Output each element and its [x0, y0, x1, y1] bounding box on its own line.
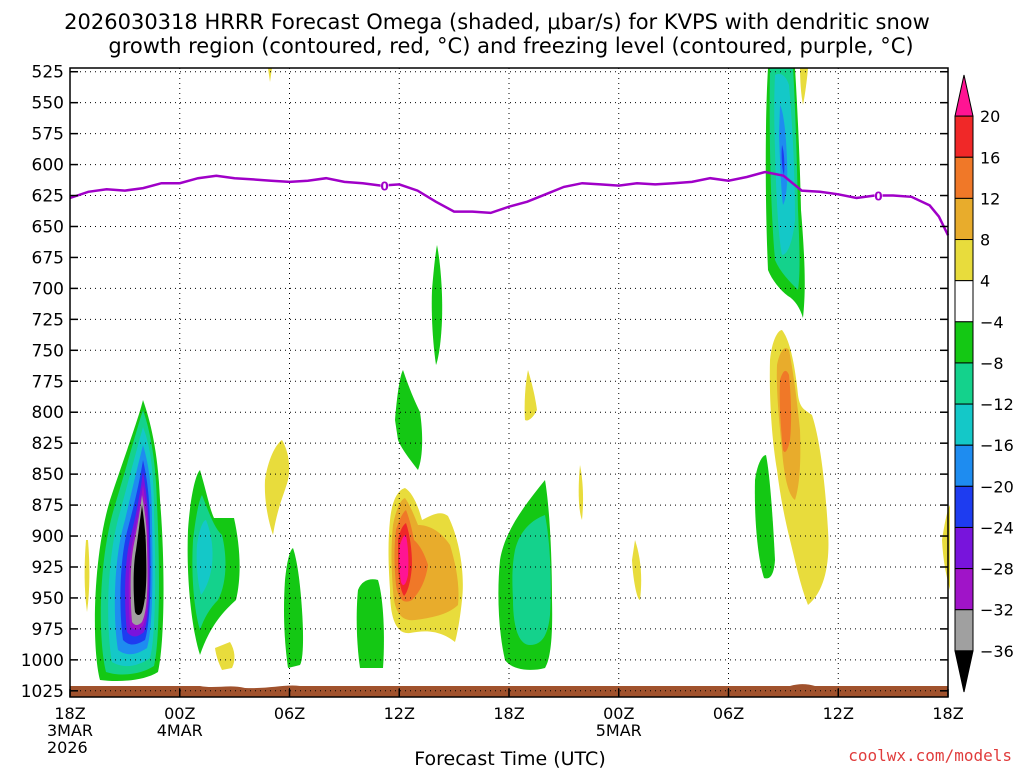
omega-shading: [84, 68, 950, 682]
colorbar-label: 16: [980, 148, 1000, 167]
y-tick-label: 700: [32, 279, 64, 299]
colorbar-label: −36: [980, 642, 1014, 661]
colorbar-label: −28: [980, 560, 1014, 579]
y-tick-label: 825: [32, 434, 64, 454]
freezing-level-label: 0: [380, 179, 388, 193]
freezing-level: 00: [69, 170, 950, 236]
y-tick-label: 625: [32, 187, 64, 207]
y-tick-label: 875: [32, 496, 64, 516]
y-tick-label: 725: [32, 310, 64, 330]
colorbar-label: −8: [980, 354, 1004, 373]
colorbar-label: −24: [980, 518, 1014, 537]
watermark: coolwx.com/models: [848, 746, 1012, 765]
x-axis-label: Forecast Time (UTC): [414, 748, 605, 768]
colorbar-swatch: [954, 156, 974, 199]
colorbar-label: −12: [980, 395, 1014, 414]
freezing-level-label-bg: [380, 179, 389, 192]
colorbar-label: 8: [980, 231, 990, 250]
freezing-level-label: 0: [874, 190, 882, 204]
chart-title-line1: 2026030318 HRRR Forecast Omega (shaded, …: [64, 10, 930, 34]
y-tick-label: 975: [32, 620, 64, 640]
x-tick-date: 4MAR: [157, 721, 203, 740]
colorbar-label: −4: [980, 313, 1004, 332]
x-tick-label: 12Z: [384, 704, 415, 723]
x-tick-year: 2026: [47, 738, 88, 757]
colorbar-swatch: [954, 115, 974, 158]
y-axis: 525 550 575 600 625 650 675 700 725 750 775 800 825 8…: [21, 63, 948, 702]
colorbar-swatch: [954, 568, 974, 611]
y-tick-label: 575: [32, 125, 64, 145]
colorbar-swatch: [954, 485, 974, 528]
y-tick-label: 525: [32, 63, 64, 83]
colorbar: 20 16 12 8 4 −4 −8 −12 −16 −20 −24 −28 −32 −36: [954, 74, 1014, 693]
x-tick-label: 06Z: [274, 704, 305, 723]
colorbar-swatch: [954, 609, 974, 652]
colorbar-swatch: [954, 197, 974, 241]
x-tick-date: 5MAR: [596, 721, 642, 740]
x-tick-label: 00Z: [603, 704, 634, 723]
x-tick-label: 18Z: [493, 704, 524, 723]
freezing-level-label-bg: [874, 189, 883, 202]
colorbar-swatch: [954, 321, 974, 364]
colorbar-swatch: [954, 526, 974, 570]
x-tick-label: 06Z: [713, 704, 744, 723]
x-tick-date: 3MAR: [47, 721, 93, 740]
x-tick-label: 18Z: [932, 704, 963, 723]
omega-region-ascent-36: [133, 505, 147, 615]
colorbar-label: −16: [980, 436, 1014, 455]
y-tick-label: 550: [32, 94, 64, 114]
y-tick-label: 800: [32, 403, 64, 423]
colorbar-swatch: [954, 362, 974, 405]
y-tick-label: 650: [32, 217, 64, 237]
colorbar-label: 20: [980, 107, 1000, 126]
colorbar-swatch: [954, 650, 974, 693]
y-tick-label: 600: [32, 156, 64, 176]
chart-title-line2: growth region (contoured, red, °C) and f…: [108, 34, 913, 58]
colorbar-label: −20: [980, 477, 1014, 496]
y-tick-label: 1000: [21, 651, 64, 671]
y-tick-label: 850: [32, 465, 64, 485]
y-tick-label: 775: [32, 372, 64, 392]
colorbar-swatch: [954, 280, 974, 323]
x-tick-label: 18Z: [54, 704, 85, 723]
colorbar-swatch: [954, 239, 974, 282]
y-tick-label: 950: [32, 589, 64, 609]
y-tick-label: 900: [32, 527, 64, 547]
y-tick-label: 925: [32, 558, 64, 578]
x-tick-label: 00Z: [164, 704, 195, 723]
colorbar-swatch: [954, 403, 974, 446]
y-tick-label: 750: [32, 341, 64, 361]
x-tick-label: 12Z: [823, 704, 854, 723]
colorbar-label: 12: [980, 189, 1000, 208]
freezing-level-line: [69, 170, 950, 236]
colorbar-swatch: [954, 74, 974, 117]
y-tick-label: 675: [32, 248, 64, 268]
colorbar-swatch: [954, 444, 974, 487]
y-tick-label: 1025: [21, 682, 64, 702]
colorbar-label: 4: [980, 272, 990, 291]
colorbar-label: −32: [980, 601, 1014, 620]
